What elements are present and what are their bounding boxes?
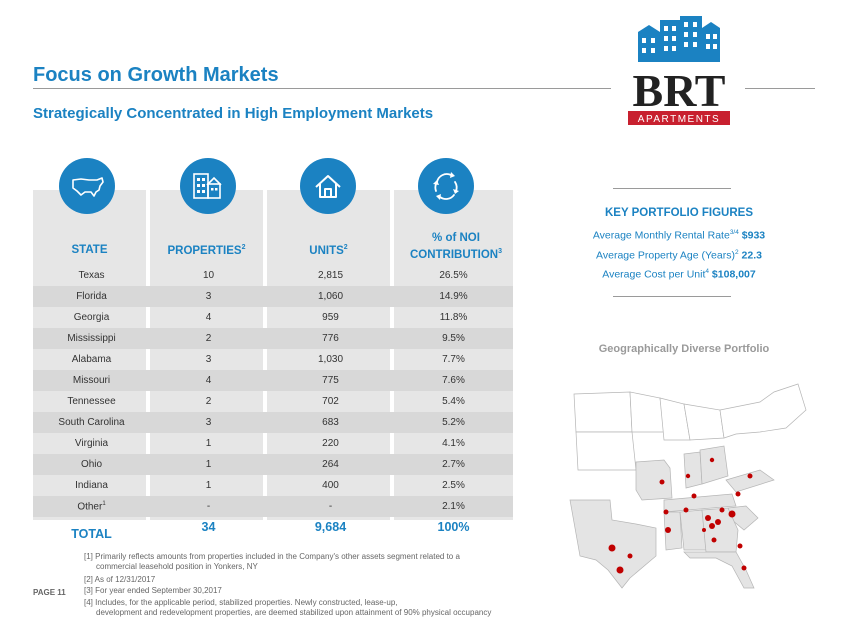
footnote-1-cont: commercial leasehold position in Yonkers… — [96, 562, 258, 571]
cell-properties: - — [150, 496, 267, 517]
cell-noi: 7.7% — [442, 354, 465, 365]
cell-properties: 1 — [150, 454, 267, 475]
footnote-1: [1] Primarily reflects amounts from prop… — [84, 552, 460, 561]
property-markers — [608, 457, 753, 574]
footnote-4-cont: development and redevelopment properties… — [96, 608, 492, 617]
total-label: TOTAL — [71, 527, 112, 541]
cell-noi: 26.5% — [439, 270, 468, 281]
table-row: Indiana 1 400 2.5% — [33, 475, 513, 496]
cell-units: 264 — [267, 454, 394, 475]
cell-units: 1,030 — [317, 354, 344, 365]
table-row: Mississippi 2 776 9.5% — [33, 328, 513, 349]
footnote-3: [3] For year ended September 30,2017 — [84, 586, 222, 595]
page-number: PAGE 11 — [33, 588, 66, 597]
total-noi: 100% — [437, 520, 470, 534]
cell-units: - — [267, 496, 394, 517]
footnote-4: [4] Includes, for the applicable period,… — [84, 598, 398, 607]
table-row: Other1- -2.1% — [33, 496, 513, 517]
logo-sub-text: APARTMENTS — [638, 114, 720, 125]
cell-noi: 14.9% — [394, 286, 513, 307]
cell-units: 702 — [322, 396, 339, 407]
cell-units: 959 — [322, 312, 339, 323]
title-rule — [33, 88, 611, 89]
cell-state: Indiana — [75, 480, 108, 491]
table-row: Georgia 4 959 11.8% — [33, 307, 513, 328]
total-properties: 34 — [201, 520, 216, 534]
cell-units: 2,815 — [317, 270, 344, 281]
cell-state: Ohio — [33, 454, 150, 475]
table-row: Missouri 4 775 7.6% — [33, 370, 513, 391]
cell-properties: 2 — [205, 396, 212, 407]
cell-properties: 4 — [205, 312, 212, 323]
cell-state: Missouri — [33, 370, 150, 391]
key-figures-title: KEY PORTFOLIO FIGURES — [604, 207, 754, 219]
cell-units: 220 — [322, 438, 339, 449]
cell-properties: 2 — [150, 328, 267, 349]
cell-units: 776 — [267, 328, 394, 349]
kpf-rule-bottom — [613, 296, 731, 297]
cell-state: Virginia — [74, 438, 109, 449]
cell-units: 683 — [267, 412, 394, 433]
cell-noi: 9.5% — [394, 328, 513, 349]
portfolio-table: Texas 10 2,815 26.5% Florida 3 1,060 14.9% Geo… — [33, 265, 513, 517]
table-row: Texas 10 2,815 26.5% — [33, 265, 513, 286]
header-noi: % of NOI CONTRIBUTION3 — [409, 232, 503, 261]
cell-properties: 3 — [205, 354, 212, 365]
cell-properties: 4 — [150, 370, 267, 391]
cell-state: South Carolina — [33, 412, 150, 433]
kpf-cost-per-unit: Average Cost per Unit4 $108,007 — [602, 268, 756, 281]
cell-properties: 10 — [202, 270, 215, 281]
logo-graphic: BRT APARTMENTS — [620, 14, 738, 128]
cycle-arrows-icon — [418, 158, 474, 214]
us-map-icon — [59, 158, 115, 214]
title-rule-right — [745, 88, 815, 89]
us-portfolio-map — [560, 380, 810, 590]
kpf-rule-top — [613, 188, 731, 189]
cell-state: Alabama — [71, 354, 112, 365]
buildings-icon — [180, 158, 236, 214]
total-units: 9,684 — [314, 520, 347, 534]
cell-state: Mississippi — [33, 328, 150, 349]
brt-logo: BRT APARTMENTS — [620, 14, 738, 128]
cell-noi: 2.7% — [394, 454, 513, 475]
page-title: Focus on Growth Markets — [33, 64, 279, 86]
house-icon — [300, 158, 356, 214]
cell-noi: 7.6% — [394, 370, 513, 391]
cell-units: 400 — [322, 480, 339, 491]
cell-noi: 5.2% — [394, 412, 513, 433]
table-row: Ohio 1 264 2.7% — [33, 454, 513, 475]
cell-state: Other1 — [33, 496, 150, 517]
table-row: Virginia 1 220 4.1% — [33, 433, 513, 454]
cell-noi: 4.1% — [442, 438, 465, 449]
kpf-property-age: Average Property Age (Years)2 22.3 — [596, 249, 762, 262]
header-units: UNITS2 — [309, 244, 348, 257]
cell-units: 775 — [267, 370, 394, 391]
cell-state: Texas — [78, 270, 105, 281]
cell-properties: 1 — [205, 480, 212, 491]
cell-noi: 11.8% — [439, 312, 468, 323]
table-row: Alabama 3 1,030 7.7% — [33, 349, 513, 370]
page-subtitle: Strategically Concentrated in High Emplo… — [33, 105, 434, 122]
map-title: Geographically Diverse Portfolio — [598, 343, 770, 355]
cell-state: Georgia — [73, 312, 110, 323]
footnote-2: [2] As of 12/31/2017 — [84, 575, 156, 584]
cell-properties: 3 — [150, 286, 267, 307]
table-row: Tennessee 2 702 5.4% — [33, 391, 513, 412]
cell-noi: 2.5% — [442, 480, 465, 491]
cell-state: Tennessee — [67, 396, 116, 407]
cell-units: 1,060 — [267, 286, 394, 307]
table-row: Florida 3 1,060 14.9% — [33, 286, 513, 307]
kpf-rental-rate: Average Monthly Rental Rate3/4 $933 — [592, 229, 766, 242]
header-state: STATE — [71, 244, 108, 256]
logo-main-text: BRT — [633, 65, 726, 116]
table-row: South Carolina 3 683 5.2% — [33, 412, 513, 433]
cell-noi: 5.4% — [442, 396, 465, 407]
cell-noi: 2.1% — [394, 496, 513, 517]
cell-state: Florida — [33, 286, 150, 307]
cell-properties: 1 — [205, 438, 212, 449]
header-properties: PROPERTIES2 — [167, 244, 246, 257]
cell-properties: 3 — [150, 412, 267, 433]
